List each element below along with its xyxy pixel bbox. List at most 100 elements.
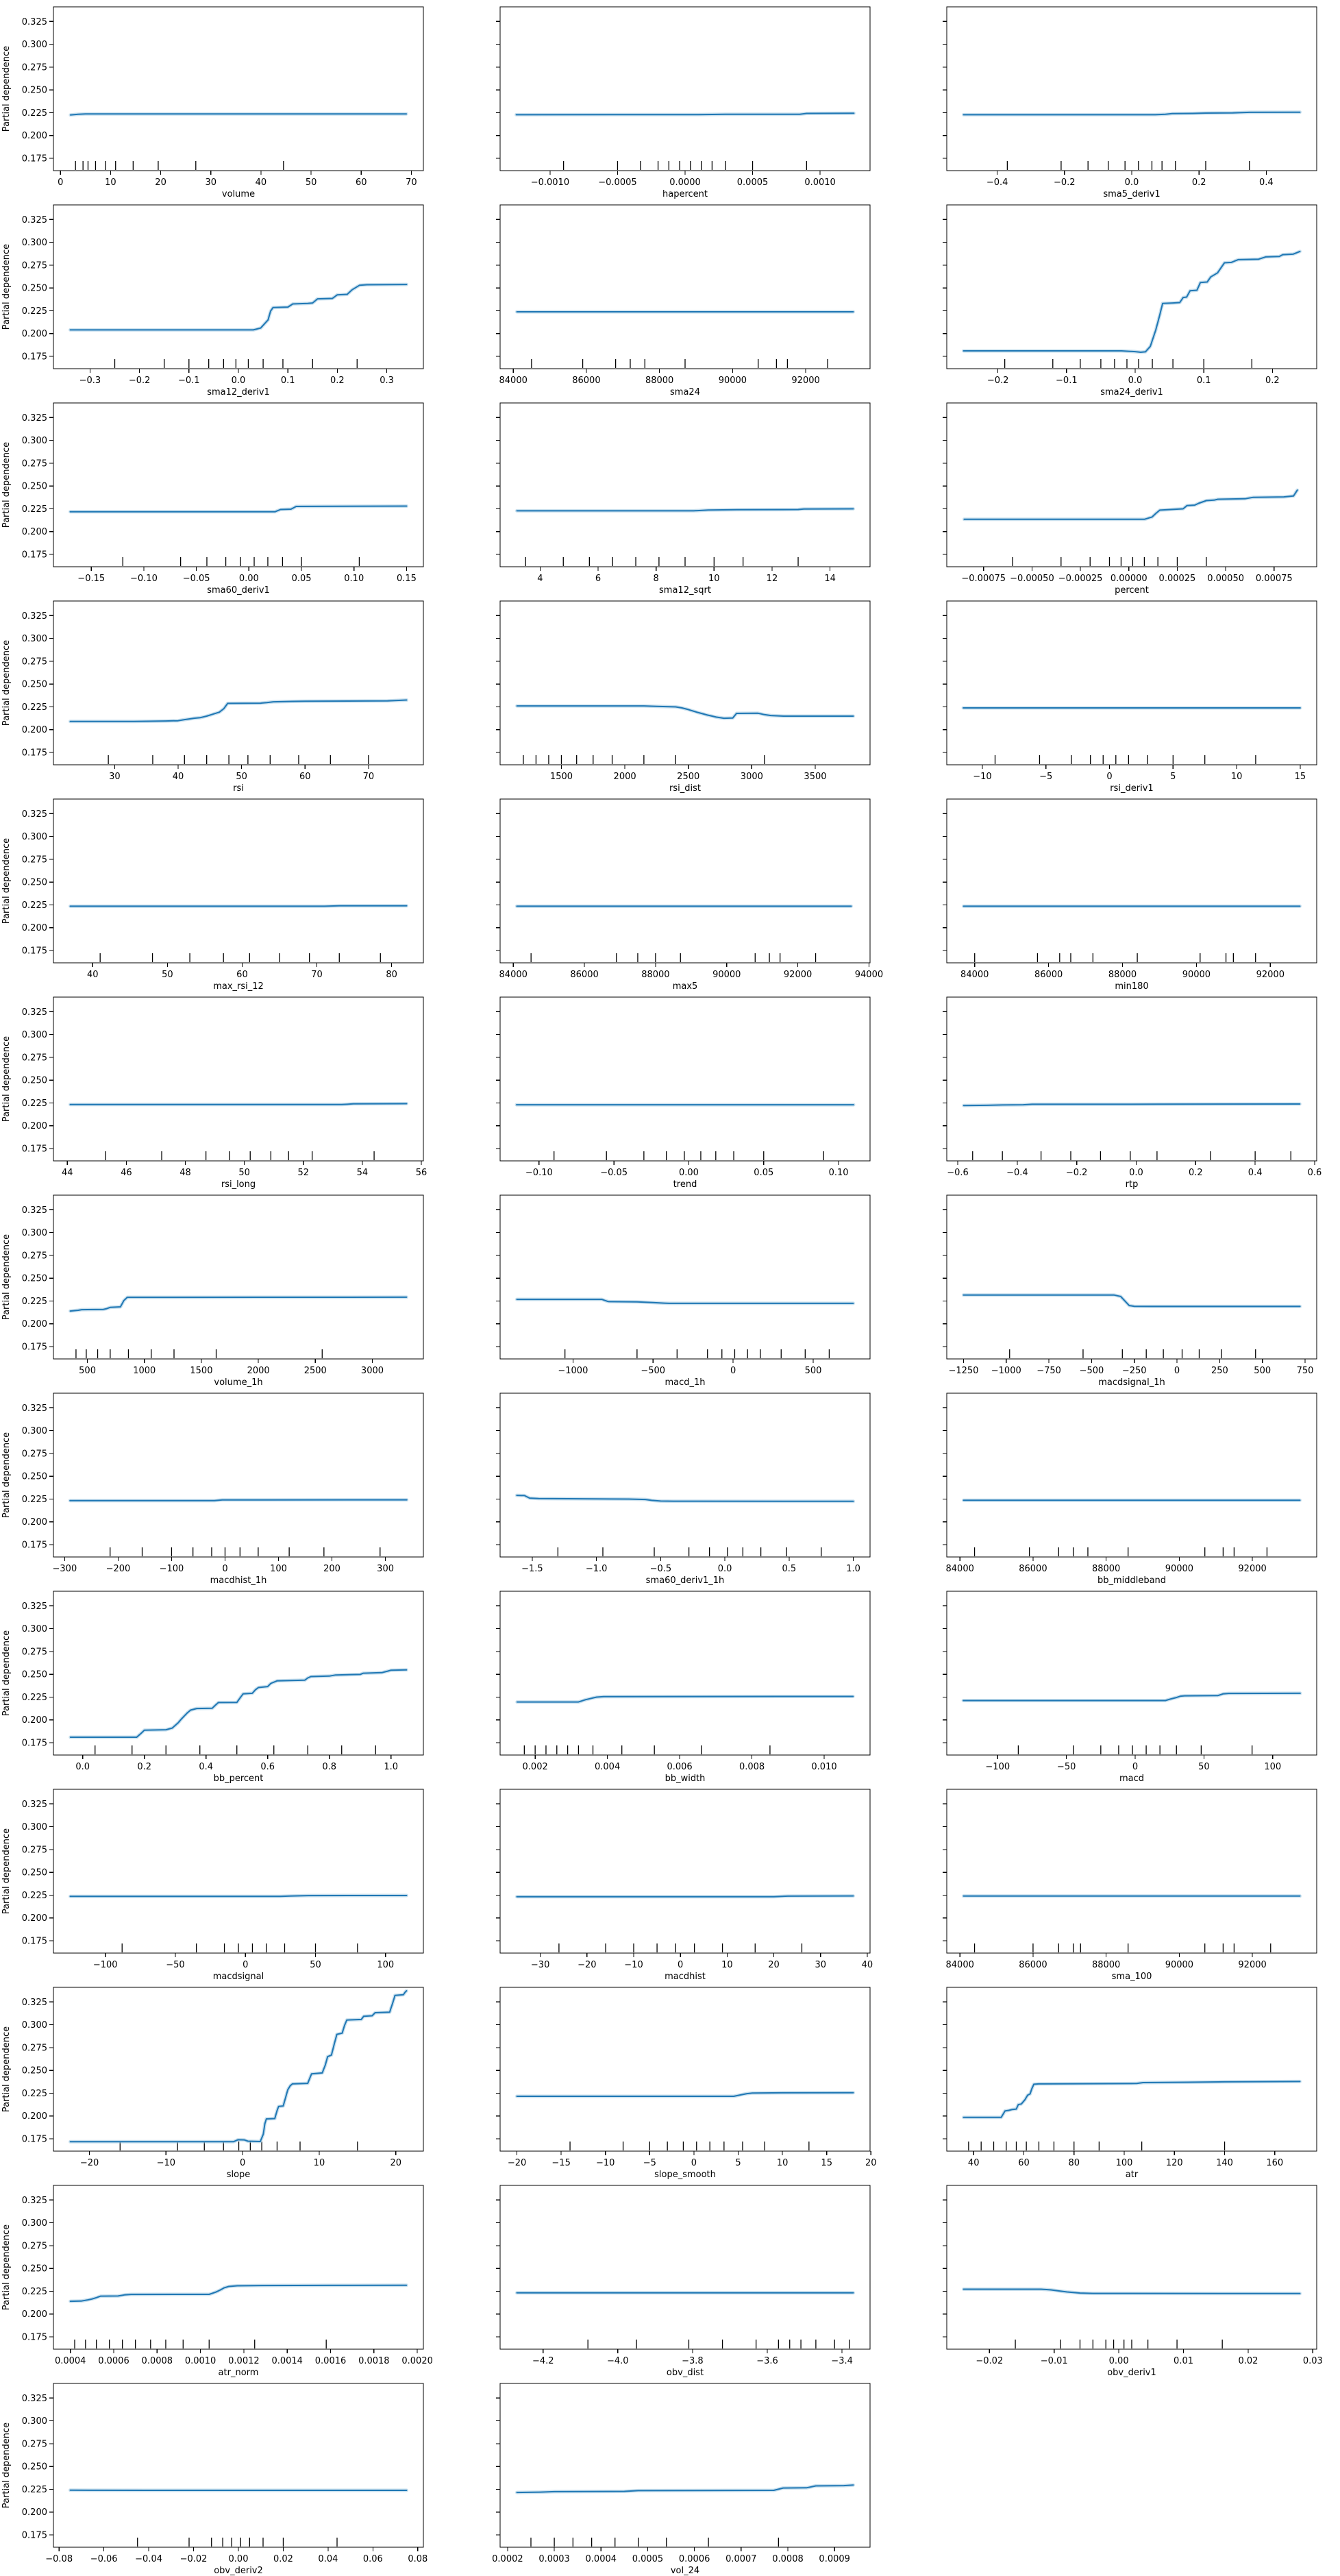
axes-box xyxy=(946,600,1317,765)
y-tick-label: 0.175 xyxy=(22,1541,47,1551)
x-tick-label: 0.00025 xyxy=(1159,574,1196,584)
pdp-subplot-macdsignal: 0.175 0.200 0.225 0.250 0.275 0.300 0.325 −100 −… xyxy=(1,1789,424,1982)
axes-box xyxy=(946,1194,1317,1360)
pdp-subplot-macd: −100 −50 0 50 100 macd xyxy=(943,1591,1317,1784)
x-tick-label: −3.4 xyxy=(831,2356,853,2366)
x-tick-label: 92000 xyxy=(784,970,812,980)
y-tick-label: 0.300 xyxy=(22,1228,47,1238)
pdp-line xyxy=(963,1294,1301,1308)
x-tick-label: 0.02 xyxy=(273,2554,293,2564)
axes-box xyxy=(53,2383,424,2548)
y-axis-label: Partial dependence xyxy=(1,2026,12,2112)
x-tick-label: 0.6 xyxy=(260,1762,275,1772)
y-tick-label: 0.175 xyxy=(22,2333,47,2343)
y-tick-label: 0.175 xyxy=(22,748,47,759)
pdp-cell: −1000 −500 0 500 macd_1h xyxy=(447,1188,893,1388)
x-tick-label: 20 xyxy=(865,2158,877,2168)
x-tick-label: 200 xyxy=(323,1564,340,1574)
x-tick-label: −0.2 xyxy=(987,376,1009,386)
x-tick-label: 60 xyxy=(299,772,311,782)
y-axis-label: Partial dependence xyxy=(1,1828,12,1914)
x-tick-label: −0.1 xyxy=(178,376,200,386)
axes-box xyxy=(946,1987,1317,2152)
x-tick-label: −1250 xyxy=(948,1366,978,1376)
x-tick-label: 70 xyxy=(406,177,417,188)
pdp-cell: 0.175 0.200 0.225 0.250 0.275 0.300 0.325 500 10… xyxy=(0,1188,447,1388)
pdp-cell: 0.175 0.200 0.225 0.250 0.275 0.300 0.325 −0.08… xyxy=(0,2377,447,2576)
y-tick-label: 0.175 xyxy=(22,1144,47,1155)
x-axis-label: macd_1h xyxy=(665,1377,705,1388)
pdp-band xyxy=(962,2079,1302,2120)
x-tick-label: 70 xyxy=(311,970,323,980)
y-tick-label: 0.250 xyxy=(22,86,47,96)
x-tick-label: 90000 xyxy=(1165,1564,1193,1574)
axes-box xyxy=(946,1591,1317,1756)
x-axis-label: volume xyxy=(222,189,255,199)
pdp-line xyxy=(515,112,855,116)
x-tick-label: −0.02 xyxy=(976,2356,1003,2366)
y-tick-label: 0.325 xyxy=(22,2394,47,2404)
pdp-band xyxy=(961,1691,1302,1702)
x-tick-label: 0.0016 xyxy=(315,2356,347,2366)
pdp-cell: −1250 −1000 −750 −500 −250 0 250 500 750 macdsign… xyxy=(893,1188,1340,1388)
x-tick-label: −0.1 xyxy=(1056,376,1078,386)
x-tick-label: −500 xyxy=(641,1366,665,1376)
y-tick-label: 0.300 xyxy=(22,2416,47,2427)
y-tick-label: 0.200 xyxy=(22,527,47,537)
y-tick-label: 0.275 xyxy=(22,1845,47,1855)
pdp-subplot-slope: 0.175 0.200 0.225 0.250 0.275 0.300 0.325 −20 −1… xyxy=(1,1987,424,2180)
x-tick-label: 70 xyxy=(363,772,375,782)
x-tick-label: 88000 xyxy=(641,970,669,980)
x-tick-label: 54 xyxy=(357,1168,369,1178)
y-tick-label: 0.175 xyxy=(22,1739,47,1749)
pdp-cell: −0.10 −0.05 0.00 0.05 0.10 trend xyxy=(447,990,893,1190)
pdp-subplot-sma12_sqrt: 4 6 8 10 12 14 sma12_sqrt xyxy=(496,402,871,596)
x-tick-label: 90000 xyxy=(1182,970,1211,980)
y-tick-label: 0.225 xyxy=(22,1297,47,1307)
pdp-cell: 0.0002 0.0003 0.0004 0.0005 0.0006 0.0007 0.00… xyxy=(447,2377,893,2576)
pdp-cell: −0.2 −0.1 0.0 0.1 0.2 sma24_deriv1 xyxy=(893,198,1340,397)
pdp-subplot-min180: 84000 86000 88000 90000 92000 min180 xyxy=(943,798,1317,992)
y-axis-label: Partial dependence xyxy=(1,1234,12,1320)
x-axis-label: bb_middleband xyxy=(1097,1575,1166,1586)
pdp-line xyxy=(69,2284,408,2303)
y-tick-label: 0.250 xyxy=(22,1670,47,1680)
x-tick-label: 90000 xyxy=(719,376,747,386)
y-tick-label: 0.300 xyxy=(22,1426,47,1436)
x-tick-label: 0.0005 xyxy=(737,177,769,188)
x-axis-label: sma24_deriv1 xyxy=(1100,387,1163,397)
x-tick-label: 0.0 xyxy=(718,1564,732,1574)
y-tick-label: 0.225 xyxy=(22,1693,47,1703)
x-tick-label: −100 xyxy=(93,1960,118,1970)
x-tick-label: 84000 xyxy=(499,970,528,980)
pdp-line xyxy=(963,1103,1301,1107)
x-tick-label: 4 xyxy=(537,574,543,584)
axes-box xyxy=(946,2185,1317,2350)
x-axis-label: obv_deriv2 xyxy=(214,2566,263,2576)
y-tick-label: 0.275 xyxy=(22,1053,47,1063)
y-tick-label: 0.325 xyxy=(22,1998,47,2008)
pdp-cell: 0.175 0.200 0.225 0.250 0.275 0.300 0.325 44 46 4… xyxy=(0,990,447,1190)
x-tick-label: −10 xyxy=(596,2158,615,2168)
x-tick-label: −1.5 xyxy=(521,1564,543,1574)
x-tick-label: 500 xyxy=(1254,1366,1271,1376)
x-tick-label: 3000 xyxy=(361,1366,384,1376)
pdp-cell: 84000 86000 88000 90000 92000 bb_middleband xyxy=(893,1386,1340,1586)
pdp-cell: 84000 86000 88000 90000 92000 94000 max5 xyxy=(447,792,893,992)
y-tick-label: 0.175 xyxy=(22,2531,47,2541)
x-tick-label: 92000 xyxy=(1256,970,1285,980)
x-tick-label: 0.0002 xyxy=(492,2554,523,2564)
x-tick-label: −5 xyxy=(643,2158,656,2168)
x-tick-label: 0.2 xyxy=(137,1762,151,1772)
x-axis-label: rtp xyxy=(1126,1179,1139,1190)
axes-box xyxy=(499,600,871,765)
x-tick-label: 0 xyxy=(243,1960,248,1970)
x-tick-label: 0.0007 xyxy=(725,2554,757,2564)
y-tick-label: 0.275 xyxy=(22,2043,47,2053)
pdp-band xyxy=(69,282,408,332)
x-axis-label: macdsignal xyxy=(213,1972,264,1982)
y-tick-label: 0.200 xyxy=(22,1121,47,1131)
pdp-subplot-sma24_deriv1: −0.2 −0.1 0.0 0.1 0.2 sma24_deriv1 xyxy=(943,204,1317,397)
x-tick-label: −1000 xyxy=(991,1366,1021,1376)
